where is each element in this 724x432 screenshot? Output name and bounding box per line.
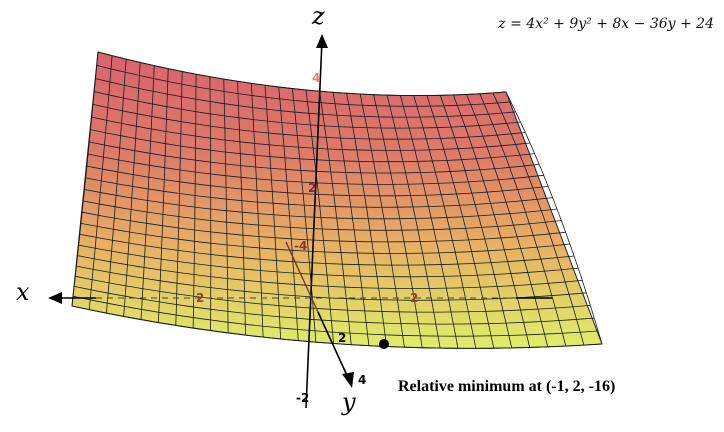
mesh-line-v bbox=[85, 177, 553, 208]
mesh-line-v bbox=[97, 51, 507, 96]
minimum-caption: Relative minimum at (-1, 2, -16) bbox=[398, 378, 616, 395]
z-axis bbox=[305, 39, 323, 409]
mesh-line-v bbox=[75, 275, 591, 313]
mesh-line-v bbox=[88, 153, 544, 185]
mesh-line-v bbox=[82, 211, 566, 243]
minimum-point bbox=[379, 339, 389, 349]
y-axis-label: y bbox=[341, 388, 356, 416]
y-axis bbox=[317, 311, 351, 383]
mesh-line-v bbox=[78, 244, 579, 278]
y-tick-4: 4 bbox=[358, 373, 366, 387]
y-axis-arrowhead bbox=[342, 372, 354, 388]
mesh-line-v bbox=[90, 129, 535, 163]
z-tick-neg2: -2 bbox=[296, 391, 309, 405]
mesh-line-v bbox=[86, 165, 549, 197]
equation-label: z = 4x² + 9y² + 8x − 36y + 24 bbox=[498, 16, 714, 32]
y-axis-hidden bbox=[285, 241, 319, 313]
mesh-line-v bbox=[96, 65, 511, 107]
mesh-line-v bbox=[84, 189, 558, 220]
surface-mesh bbox=[71, 51, 603, 349]
mesh-line-v bbox=[74, 286, 595, 325]
mesh-line-v bbox=[80, 223, 570, 254]
mesh-line-v bbox=[77, 255, 583, 289]
mesh-line-v bbox=[73, 295, 599, 337]
z-tick-4: 4 bbox=[312, 71, 320, 85]
x-axis-label: x bbox=[16, 278, 30, 306]
z-tick-2: 2 bbox=[308, 181, 316, 195]
mesh-line-v bbox=[94, 91, 521, 129]
mesh-line-v bbox=[83, 200, 562, 231]
x-tick-2: 2 bbox=[410, 291, 418, 305]
z-axis-label: z bbox=[311, 2, 325, 30]
mesh-line-v bbox=[92, 104, 526, 140]
x-axis-arrowhead bbox=[48, 292, 62, 304]
mesh-line-v bbox=[71, 305, 603, 349]
mesh-line-v bbox=[79, 233, 575, 266]
x-tick-neg2: 2 bbox=[196, 291, 204, 305]
mesh-line-v bbox=[95, 78, 516, 118]
y-tick-2: 2 bbox=[338, 331, 346, 345]
z-axis-arrowhead bbox=[316, 34, 328, 48]
surface-fill bbox=[71, 51, 603, 349]
y-tick-neg4: -4 bbox=[294, 239, 307, 253]
mesh-line-v bbox=[91, 116, 530, 151]
